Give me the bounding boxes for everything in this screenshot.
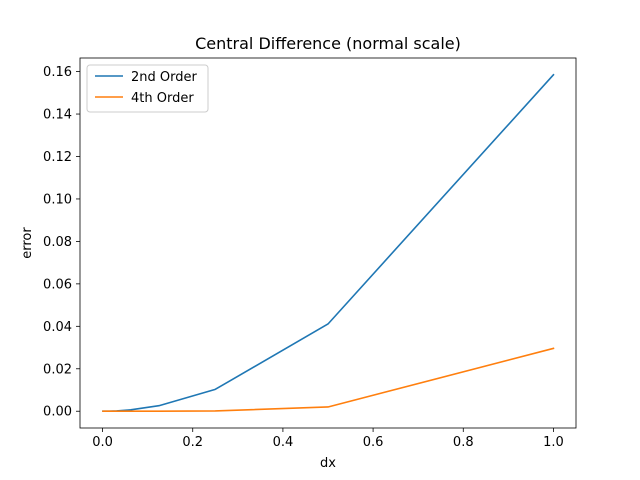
x-tick-label: 1.0 [543,435,564,450]
y-axis-ticks: 0.00 0.02 0.04 0.06 0.08 0.10 0.12 0.14 0.16 [43,65,80,420]
x-tick-label: 0.6 [363,435,384,450]
axes-frame [79,57,577,429]
x-axis-ticks: 0.0 0.2 0.4 0.6 0.8 1.0 [92,428,564,450]
y-tick-label: 0.16 [43,65,72,80]
x-tick-label: 0.0 [92,435,113,450]
series-line-4th-order [102,347,555,413]
x-tick-label: 0.2 [182,435,203,450]
y-tick-label: 0.02 [43,362,72,377]
legend-label-2nd-order: 2nd Order [131,70,197,85]
y-tick-label: 0.08 [43,235,72,250]
y-tick-label: 0.00 [43,405,72,420]
y-tick-label: 0.06 [43,277,72,292]
y-tick-label: 0.10 [43,192,72,207]
y-tick-label: 0.14 [43,108,72,123]
y-axis-label: error [20,227,35,259]
x-tick-label: 0.8 [453,435,474,450]
x-axis-label: dx [320,456,336,471]
chart-title: Central Difference (normal scale) [195,34,461,53]
legend: 2nd Order 4th Order [86,64,209,113]
plot-lines [102,73,555,413]
y-tick-label: 0.04 [43,320,72,335]
x-tick-label: 0.4 [273,435,294,450]
y-tick-label: 0.12 [43,150,72,165]
legend-label-4th-order: 4th Order [131,91,194,106]
